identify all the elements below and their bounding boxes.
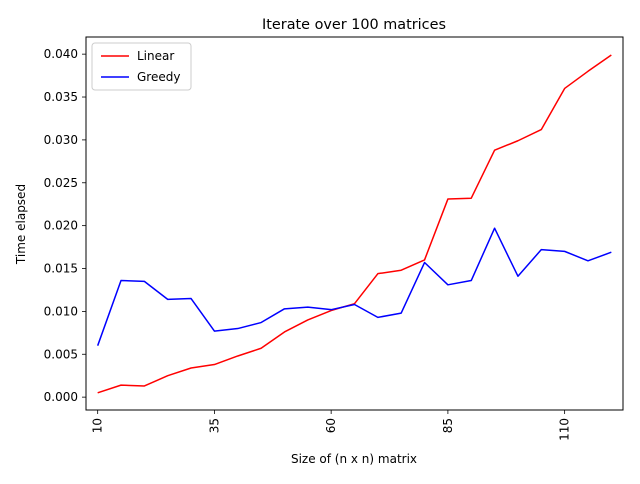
chart-title: Iterate over 100 matrices bbox=[262, 17, 446, 33]
x-tick-label: 110 bbox=[558, 418, 572, 441]
axes: 10 35 60 85 110 0.000 0.005 0.010 0.015 0.020 0.02… bbox=[44, 36, 624, 441]
legend-label-linear: Linear bbox=[137, 49, 174, 63]
plot-area bbox=[96, 54, 612, 394]
x-tick-label: 60 bbox=[324, 418, 338, 433]
series-line-greedy bbox=[96, 227, 612, 346]
y-tick-label: 0.025 bbox=[44, 176, 78, 190]
y-tick-label: 0.040 bbox=[44, 47, 78, 61]
y-tick-label: 0.035 bbox=[44, 90, 78, 104]
y-tick-label: 0.005 bbox=[44, 347, 78, 361]
y-tick-label: 0.000 bbox=[44, 390, 78, 404]
y-tick-label: 0.010 bbox=[44, 304, 78, 318]
x-tick-label: 85 bbox=[441, 418, 455, 433]
legend: Linear Greedy bbox=[91, 42, 192, 91]
legend-label-greedy: Greedy bbox=[137, 70, 180, 84]
axes-frame bbox=[85, 36, 624, 411]
y-tick-label: 0.020 bbox=[44, 219, 78, 233]
y-tick-label: 0.030 bbox=[44, 133, 78, 147]
series-line-linear bbox=[97, 54, 612, 394]
x-tick-label: 35 bbox=[207, 418, 221, 433]
x-tick-label: 10 bbox=[91, 418, 105, 433]
x-axis-label: Size of (n x n) matrix bbox=[291, 452, 417, 466]
y-tick-label: 0.015 bbox=[44, 262, 78, 276]
y-axis-label: Time elapsed bbox=[14, 184, 28, 265]
legend-box bbox=[91, 42, 192, 91]
